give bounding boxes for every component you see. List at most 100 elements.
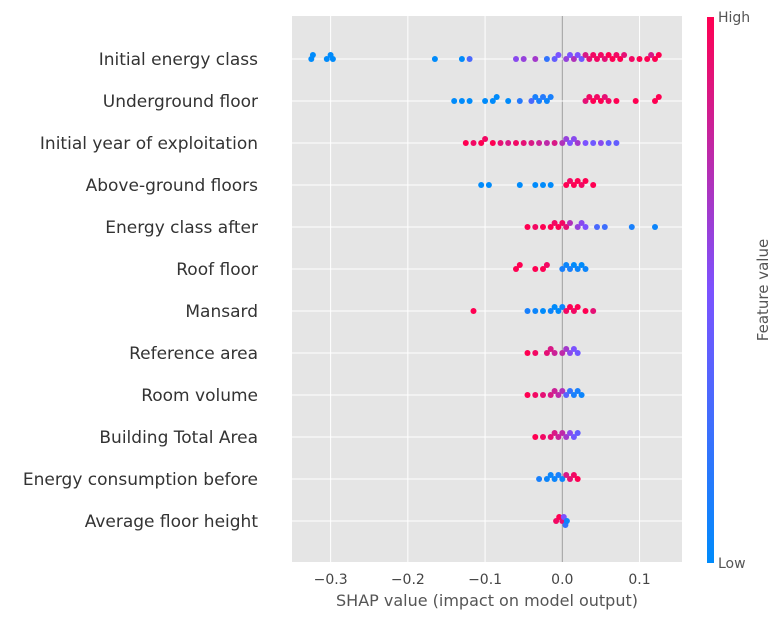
shap-point (574, 304, 581, 310)
shap-point (458, 98, 465, 104)
shap-point (559, 430, 566, 436)
shap-point (462, 140, 469, 146)
shap-point (563, 262, 570, 268)
colorbar-high-label: High (718, 10, 750, 26)
feature-label: Initial year of exploitation (40, 134, 258, 154)
shap-point (551, 350, 558, 356)
shap-point (528, 140, 535, 146)
shap-point (574, 476, 581, 482)
shap-point (540, 392, 546, 398)
shap-point (567, 476, 573, 482)
shap-point (516, 262, 523, 268)
shap-point (505, 98, 512, 104)
shap-point (543, 262, 550, 268)
shap-point (540, 224, 546, 230)
plot-background (292, 16, 682, 562)
shap-point (597, 52, 604, 58)
shap-point (543, 476, 550, 482)
shap-point (559, 304, 566, 310)
x-tick-label: 0.1 (628, 572, 650, 588)
shap-point (543, 98, 550, 104)
shap-point (551, 430, 558, 436)
shap-point (323, 56, 330, 62)
shap-point (520, 56, 527, 62)
shap-point (551, 304, 558, 310)
shap-point (601, 224, 608, 230)
shap-point (563, 518, 570, 524)
shap-point (578, 262, 585, 268)
shap-point (329, 56, 336, 62)
shap-point (547, 308, 554, 314)
shap-point (594, 224, 600, 230)
shap-point (652, 56, 658, 62)
shap-point (636, 56, 643, 62)
shap-point (574, 388, 581, 394)
shap-point (513, 140, 519, 146)
shap-point (563, 392, 570, 398)
shap-point (648, 52, 655, 58)
shap-point (597, 98, 604, 104)
shap-point (563, 434, 570, 440)
shap-point (547, 472, 554, 478)
shap-point (547, 346, 554, 352)
shap-point (551, 140, 558, 146)
shap-point (451, 98, 458, 104)
shap-point (547, 182, 554, 188)
colorbar-title: Feature value (754, 239, 772, 341)
shap-point (536, 140, 543, 146)
shap-point (470, 308, 477, 314)
shap-point (590, 308, 597, 314)
shap-point (482, 136, 489, 142)
shap-point (582, 308, 589, 314)
shap-point (582, 178, 589, 184)
shap-point (590, 140, 597, 146)
shap-point (594, 56, 600, 62)
shap-points (308, 52, 662, 528)
shap-point (551, 388, 558, 394)
shap-point (551, 56, 558, 62)
shap-point (493, 94, 500, 100)
shap-point (513, 56, 519, 62)
shap-point (540, 182, 546, 188)
shap-point (590, 98, 597, 104)
shap-point (567, 52, 573, 58)
shap-point (570, 472, 577, 478)
shap-point (516, 98, 523, 104)
shap-point (605, 98, 612, 104)
shap-point (628, 56, 635, 62)
shap-point (547, 94, 554, 100)
shap-point (563, 346, 570, 352)
shap-point (555, 224, 562, 230)
shap-point (621, 52, 628, 58)
shap-point (570, 136, 577, 142)
shap-point (574, 140, 581, 146)
shap-point (524, 350, 531, 356)
shap-point (574, 178, 581, 184)
feature-label: Energy consumption before (23, 470, 258, 490)
shap-point (574, 350, 581, 356)
x-tick-label: −0.1 (468, 572, 502, 588)
shap-point (570, 434, 577, 440)
shap-point (563, 472, 570, 478)
shap-point (578, 392, 585, 398)
shap-point (628, 224, 635, 230)
shap-point (590, 182, 597, 188)
shap-point (567, 178, 573, 184)
shap-point (458, 56, 465, 62)
shap-point (567, 140, 573, 146)
feature-label: Above-ground floors (86, 176, 259, 196)
shap-point (582, 98, 589, 104)
shap-point (551, 220, 558, 226)
shap-point (563, 182, 570, 188)
shap-point (644, 56, 651, 62)
x-tick-label: −0.2 (391, 572, 425, 588)
shap-point (570, 262, 577, 268)
shap-point (574, 52, 581, 58)
shap-point (431, 56, 438, 62)
feature-label: Room volume (141, 386, 258, 406)
shap-point (567, 220, 573, 226)
shap-point (555, 434, 562, 440)
feature-label: Underground floor (103, 92, 258, 112)
shap-point (613, 98, 620, 104)
